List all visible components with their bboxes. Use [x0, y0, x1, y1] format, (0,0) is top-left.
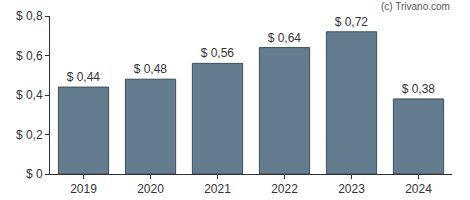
- svg-text:2023: 2023: [338, 182, 365, 196]
- svg-text:$ 0,64: $ 0,64: [268, 31, 302, 45]
- svg-text:$ 0,2: $ 0,2: [16, 128, 43, 142]
- svg-text:2022: 2022: [271, 182, 298, 196]
- svg-text:$ 0: $ 0: [26, 167, 43, 181]
- svg-text:2021: 2021: [204, 182, 231, 196]
- svg-text:$ 0,38: $ 0,38: [402, 82, 436, 96]
- svg-text:$ 0,6: $ 0,6: [16, 49, 43, 63]
- svg-text:(c) Trivano.com: (c) Trivano.com: [381, 1, 450, 12]
- svg-text:$ 0,4: $ 0,4: [16, 88, 43, 102]
- svg-text:2020: 2020: [137, 182, 164, 196]
- svg-text:$ 0,48: $ 0,48: [134, 62, 168, 76]
- svg-text:$ 0,44: $ 0,44: [67, 70, 101, 84]
- svg-text:$ 0,72: $ 0,72: [335, 15, 369, 29]
- svg-text:2019: 2019: [70, 182, 97, 196]
- svg-text:$ 0,8: $ 0,8: [16, 9, 43, 23]
- svg-text:$ 0,56: $ 0,56: [201, 46, 235, 60]
- svg-text:2024: 2024: [405, 182, 432, 196]
